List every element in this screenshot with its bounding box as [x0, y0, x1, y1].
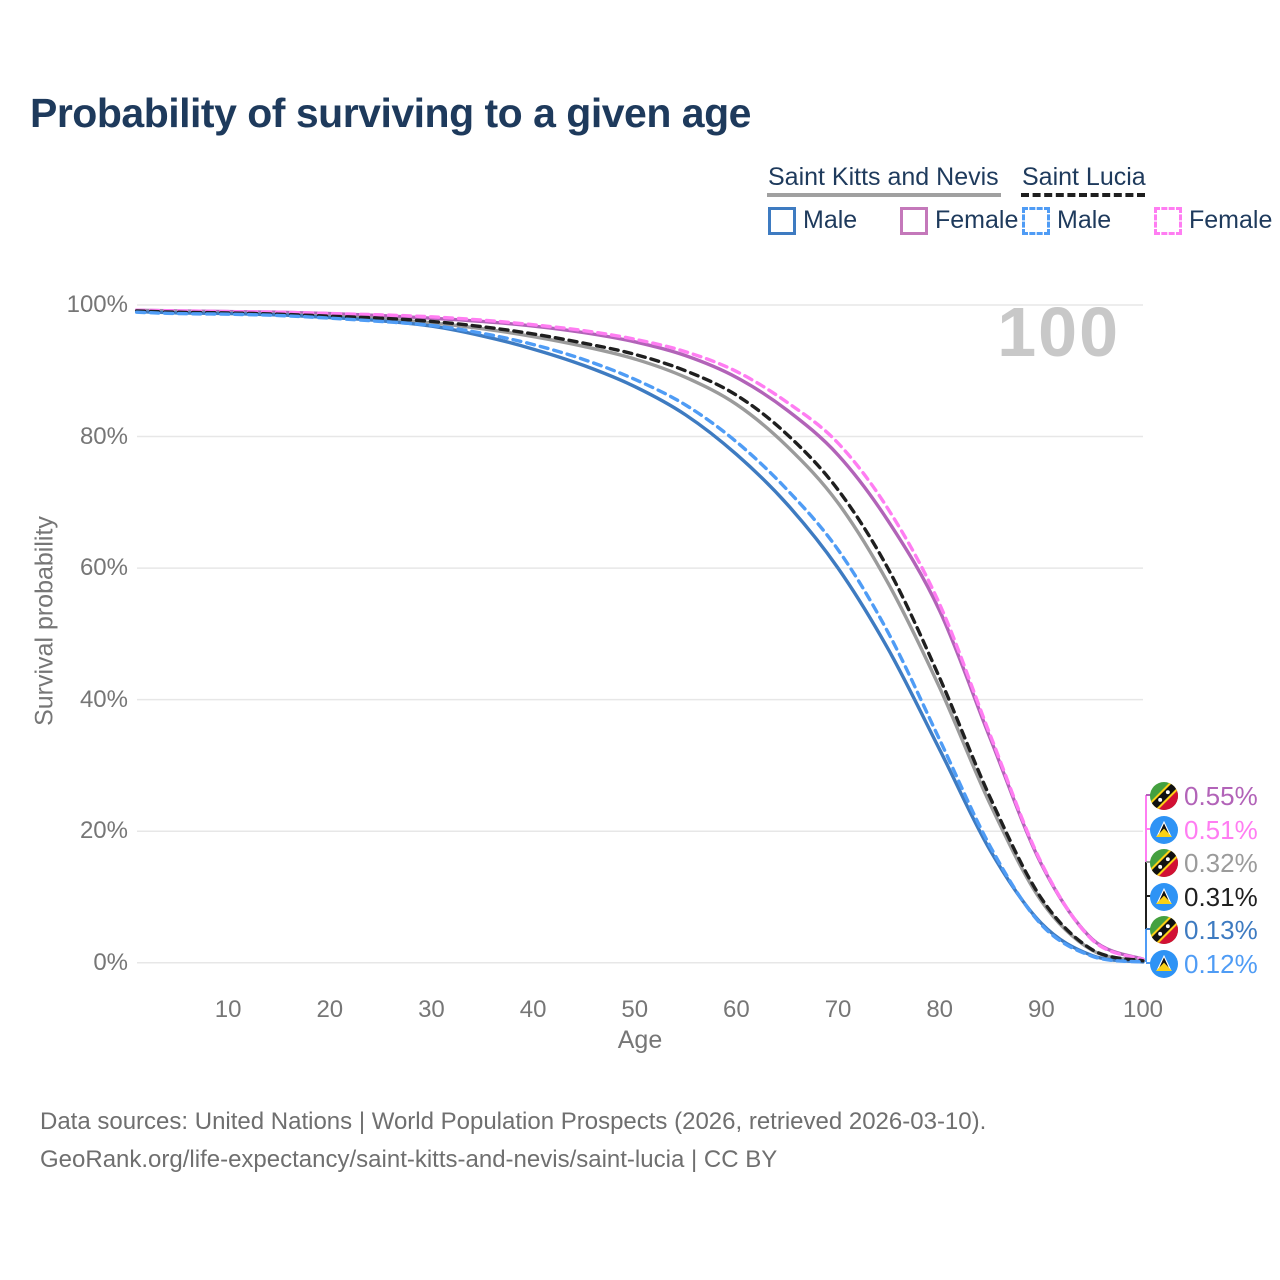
x-tick-label: 30 [418, 996, 445, 1023]
end-label-value: 0.32% [1184, 847, 1258, 878]
x-tick-label: 60 [723, 996, 750, 1023]
age-counter-watermark: 100 [997, 293, 1120, 371]
x-tick-label: 70 [824, 996, 852, 1023]
curve-saint-lucia-female [134, 308, 1145, 962]
end-label-value: 0.13% [1184, 914, 1258, 945]
x-tick-label: 90 [1027, 996, 1055, 1023]
curve-saint-kitts-and-nevis-male [134, 309, 1145, 964]
y-tick-label: 0% [93, 948, 128, 976]
legend-swatch-lca-male [1022, 206, 1050, 235]
legend-swatch-skn-female [900, 206, 928, 235]
flag-saint-kitts-and-nevis-icon [1150, 916, 1178, 944]
legend-label-skn-female: Female [935, 206, 1019, 234]
y-tick-label: 40% [79, 685, 128, 713]
y-tick-label: 20% [79, 817, 128, 845]
x-axis-title: Age [617, 1026, 663, 1054]
curve-saint-lucia-male [134, 310, 1145, 964]
footer-url-line: GeoRank.org/life-expectancy/saint-kitts-… [40, 1146, 778, 1173]
y-tick-label: 60% [79, 554, 128, 582]
flag-saint-kitts-and-nevis-icon [1150, 782, 1178, 810]
legend-swatch-lca-female [1154, 206, 1182, 235]
end-label-row: 0.31% [1150, 882, 1258, 912]
end-label-row: 0.55% [1150, 781, 1258, 811]
flag-saint-kitts-and-nevis-icon [1150, 849, 1178, 877]
end-label-value: 0.55% [1184, 780, 1258, 811]
x-tick-label: 40 [519, 996, 547, 1023]
y-tick-label: 80% [79, 422, 128, 450]
page-title: Probability of surviving to a given age [30, 90, 751, 136]
legend-item-skn-female[interactable]: Female [900, 206, 1018, 235]
curve-saint-kitts-and-nevis-total [134, 309, 1145, 963]
legend-item-skn-male[interactable]: Male [768, 206, 857, 235]
legend-underline-solid [767, 193, 1001, 197]
end-label-row: 0.12% [1150, 949, 1258, 979]
y-tick-label: 100% [66, 291, 128, 318]
legend-label-skn-male: Male [803, 206, 858, 234]
end-label-value: 0.12% [1184, 948, 1258, 979]
x-tick-label: 10 [214, 996, 242, 1023]
legend-country-saint-lucia: Saint Lucia [1022, 163, 1146, 191]
footer-source-line: Data sources: United Nations | World Pop… [40, 1108, 987, 1135]
curve-saint-lucia-total [134, 309, 1145, 963]
x-tick-label: 80 [926, 996, 954, 1023]
end-label-value: 0.51% [1184, 814, 1258, 845]
legend-item-lca-female[interactable]: Female [1154, 206, 1272, 235]
legend-country-saint-kitts-and-nevis: Saint Kitts and Nevis [768, 163, 999, 191]
end-label-row: 0.51% [1150, 815, 1258, 845]
end-label-value: 0.31% [1184, 881, 1258, 912]
x-tick-label: 50 [621, 996, 649, 1023]
y-axis-title: Survival probability [30, 516, 59, 726]
legend-underline-dashed [1021, 193, 1145, 197]
x-tick-label: 100 [1122, 996, 1164, 1023]
legend-label-lca-female: Female [1189, 206, 1273, 234]
flag-saint-lucia-icon [1150, 816, 1178, 844]
end-label-row: 0.32% [1150, 848, 1258, 878]
curve-saint-kitts-and-nevis-female [134, 308, 1145, 961]
legend-label-lca-male: Male [1057, 206, 1112, 234]
x-tick-label: 20 [316, 996, 344, 1023]
flag-saint-lucia-icon [1150, 950, 1178, 978]
end-label-row: 0.13% [1150, 915, 1258, 945]
legend-swatch-skn-male [768, 206, 796, 235]
flag-saint-lucia-icon [1150, 883, 1178, 911]
legend-item-lca-male[interactable]: Male [1022, 206, 1111, 235]
